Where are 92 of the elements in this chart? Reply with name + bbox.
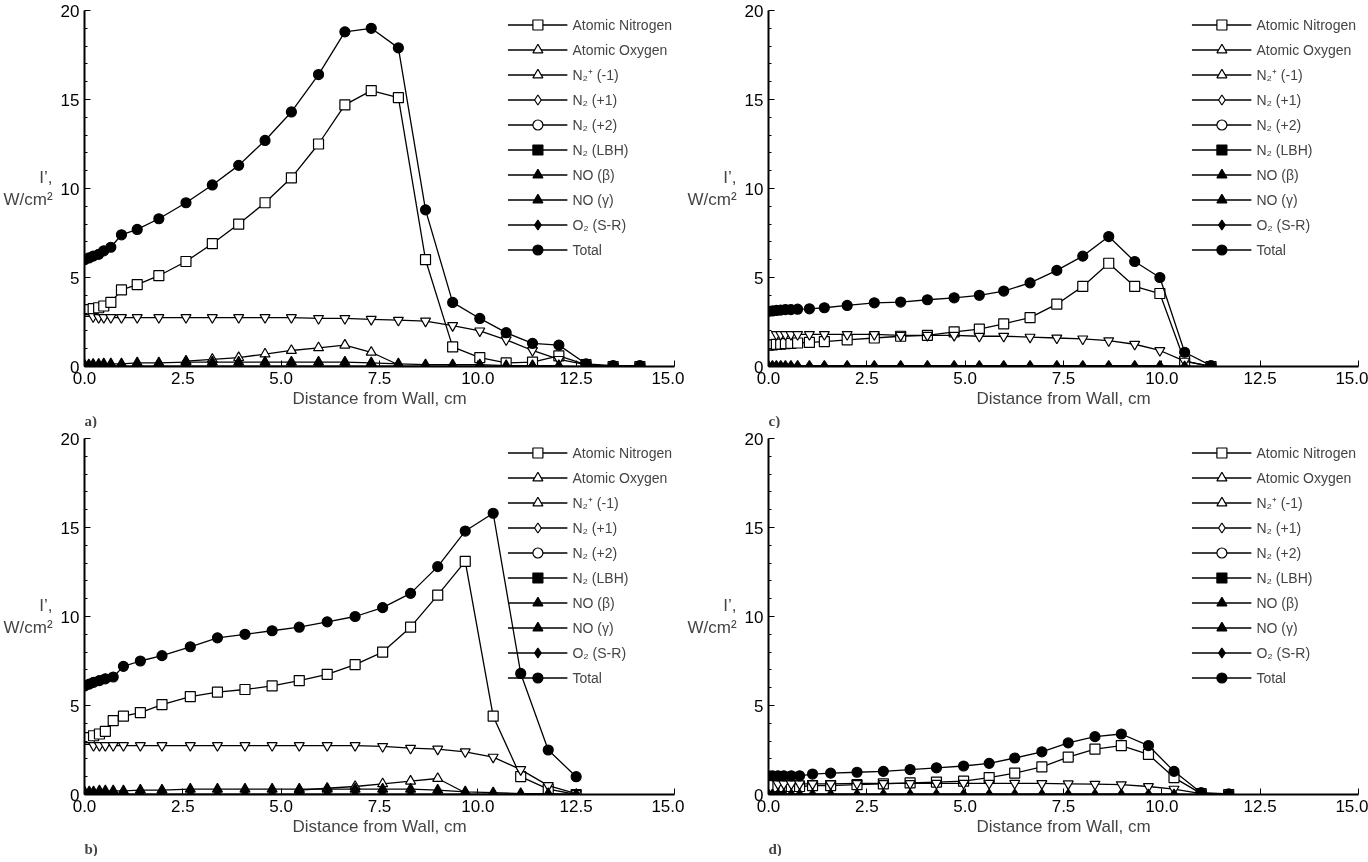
y-tick-label: 15 [744, 90, 764, 110]
legend-label: Atomic Nitrogen [1256, 444, 1356, 461]
text: a) [84, 412, 97, 430]
y-tick-label: 5 [70, 268, 80, 288]
x-tick-label: 12.5 [559, 368, 593, 388]
legend-label: NO (β) [572, 166, 615, 183]
x-tick-label: 2.5 [171, 368, 195, 388]
x-tick-label: 12.5 [1243, 368, 1277, 388]
legend-label: O₂ (S-R) [572, 216, 627, 233]
y-tick-label: 15 [744, 518, 764, 538]
legend-label: N₂ (+2) [572, 544, 618, 561]
legend-label: N₂ (+1) [572, 91, 618, 108]
legend-label: O₂ (S-R) [1256, 644, 1311, 661]
y-axis-title: I’, W/cm² [3, 595, 53, 638]
legend-label: N₂⁺ (-1) [1256, 66, 1303, 84]
legend-label: NO (γ) [572, 619, 614, 636]
legend-label: Total [572, 669, 602, 686]
x-tick-label: 2.5 [855, 368, 879, 388]
legend-label: Atomic Oxygen [1256, 469, 1352, 486]
legend-label: NO (β) [572, 594, 615, 611]
x-tick-label: 5.0 [269, 368, 293, 388]
x-tick-label: 10.0 [461, 368, 495, 388]
legend-label: N₂ (LBH) [572, 569, 629, 586]
y-axis-title: I’, W/cm² [3, 167, 53, 210]
x-tick-label: 7.5 [367, 796, 392, 816]
legend-label: NO (β) [1256, 166, 1299, 183]
y-axis-title: I’, W/cm² [687, 595, 737, 638]
y-tick-label: 10 [744, 179, 764, 199]
y-tick-label: 10 [60, 179, 80, 199]
x-tick-label: 12.5 [559, 796, 593, 816]
x-tick-label: 15.0 [1335, 796, 1368, 816]
y-tick-label: 5 [754, 696, 764, 716]
y-tick-label: 5 [70, 696, 80, 716]
y-tick-label: 15 [60, 90, 80, 110]
y-tick-label: 20 [60, 429, 80, 449]
legend-label: NO (γ) [572, 191, 614, 208]
y-tick-label: 20 [744, 429, 764, 449]
legend-label: N₂ (LBH) [1256, 141, 1313, 158]
y-axis-title: I’, W/cm² [687, 167, 737, 210]
legend-label: O₂ (S-R) [1256, 216, 1311, 233]
text: b) [84, 840, 98, 858]
x-axis-title: Distance from Wall, cm [292, 388, 467, 408]
legend-label: Atomic Oxygen [572, 469, 668, 486]
legend-label: Atomic Nitrogen [1256, 16, 1356, 33]
legend-label: N₂ (+1) [572, 519, 618, 536]
legend-label: Atomic Oxygen [572, 41, 668, 58]
text: c) [768, 412, 781, 430]
legend-label: N₂ (+2) [1256, 116, 1302, 133]
x-axis-title: Distance from Wall, cm [976, 816, 1151, 836]
x-tick-label: 10.0 [461, 796, 495, 816]
legend-label: Atomic Nitrogen [572, 16, 672, 33]
legend-label: N₂ (+1) [1256, 519, 1302, 536]
x-tick-label: 12.5 [1243, 796, 1277, 816]
x-tick-label: 7.5 [1051, 368, 1076, 388]
y-tick-label: 10 [60, 607, 80, 627]
legend-label: NO (γ) [1256, 191, 1298, 208]
legend-label: N₂ (LBH) [572, 141, 629, 158]
x-tick-label: 15.0 [651, 368, 685, 388]
x-tick-label: 10.0 [1145, 796, 1179, 816]
y-tick-label: 5 [754, 268, 764, 288]
x-tick-label: 5.0 [953, 368, 977, 388]
legend-label: Total [1256, 669, 1286, 686]
legend-label: Total [572, 241, 602, 258]
legend-label: N₂ (+2) [572, 116, 618, 133]
legend-label: NO (γ) [1256, 619, 1298, 636]
legend-label: Atomic Nitrogen [572, 444, 672, 461]
x-tick-label: 7.5 [1051, 796, 1076, 816]
y-tick-label: 20 [744, 1, 764, 21]
x-tick-label: 2.5 [855, 796, 879, 816]
legend-label: N₂ (LBH) [1256, 569, 1313, 586]
legend-label: O₂ (S-R) [572, 644, 627, 661]
x-tick-label: 7.5 [367, 368, 392, 388]
x-tick-label: 10.0 [1145, 368, 1179, 388]
legend-label: N₂ (+2) [1256, 544, 1302, 561]
x-tick-label: 5.0 [953, 796, 977, 816]
legend-label: N₂ (+1) [1256, 91, 1302, 108]
x-tick-label: 15.0 [1335, 368, 1368, 388]
legend-label: Total [1256, 241, 1286, 258]
x-tick-label: 15.0 [651, 796, 685, 816]
x-tick-label: 2.5 [171, 796, 195, 816]
legend-label: NO (β) [1256, 594, 1299, 611]
legend-label: N₂⁺ (-1) [572, 66, 619, 84]
legend-label: N₂⁺ (-1) [572, 494, 619, 512]
text: d) [768, 840, 782, 858]
x-tick-label: 5.0 [269, 796, 293, 816]
x-axis-title: Distance from Wall, cm [292, 816, 467, 836]
y-tick-label: 15 [60, 518, 80, 538]
legend-label: N₂⁺ (-1) [1256, 494, 1303, 512]
legend-label: Atomic Oxygen [1256, 41, 1352, 58]
x-axis-title: Distance from Wall, cm [976, 388, 1151, 408]
y-tick-label: 20 [60, 1, 80, 21]
y-tick-label: 10 [744, 607, 764, 627]
